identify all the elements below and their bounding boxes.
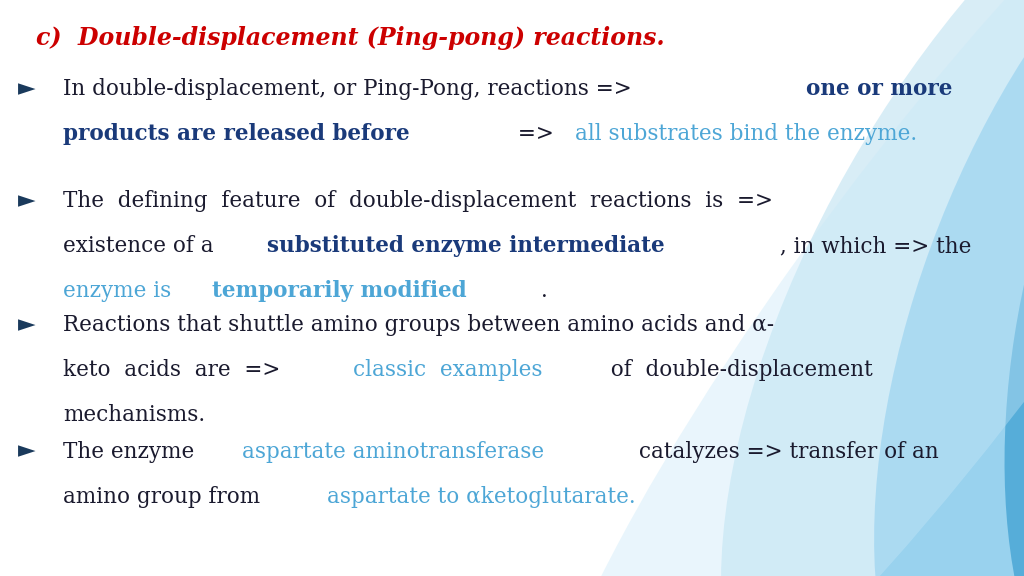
Text: In double-displacement, or Ping-Pong, reactions =>: In double-displacement, or Ping-Pong, re…	[63, 78, 639, 100]
Text: ►: ►	[18, 441, 36, 463]
Text: ►: ►	[18, 78, 36, 100]
Text: The  defining  feature  of  double-displacement  reactions  is  =>: The defining feature of double-displacem…	[63, 190, 773, 212]
Text: one or more: one or more	[806, 78, 952, 100]
Text: products are released before: products are released before	[63, 123, 411, 145]
Text: The enzyme: The enzyme	[63, 441, 202, 463]
Text: amino group from: amino group from	[63, 486, 267, 507]
Text: mechanisms.: mechanisms.	[63, 404, 206, 426]
Text: of  double-displacement: of double-displacement	[597, 359, 873, 381]
Text: enzyme is: enzyme is	[63, 280, 178, 302]
Text: existence of a: existence of a	[63, 235, 221, 257]
Text: keto  acids  are  =>: keto acids are =>	[63, 359, 288, 381]
Text: substituted enzyme intermediate: substituted enzyme intermediate	[266, 235, 665, 257]
Text: classic  examples: classic examples	[353, 359, 543, 381]
Text: all substrates bind the enzyme.: all substrates bind the enzyme.	[574, 123, 918, 145]
Text: .: .	[541, 280, 548, 302]
Text: aspartate to αketoglutarate.: aspartate to αketoglutarate.	[327, 486, 635, 507]
Ellipse shape	[874, 0, 1024, 576]
Ellipse shape	[721, 0, 1024, 576]
Ellipse shape	[1005, 0, 1024, 576]
Text: c)  Double-displacement (Ping-pong) reactions.: c) Double-displacement (Ping-pong) react…	[36, 26, 665, 50]
Text: =>: =>	[511, 123, 560, 145]
Ellipse shape	[532, 0, 1024, 576]
Text: aspartate aminotransferase: aspartate aminotransferase	[242, 441, 544, 463]
Text: , in which => the: , in which => the	[780, 235, 971, 257]
Text: ►: ►	[18, 190, 36, 212]
Text: ►: ►	[18, 314, 36, 336]
Text: Reactions that shuttle amino groups between amino acids and α-: Reactions that shuttle amino groups betw…	[63, 314, 774, 336]
Text: temporarily modified: temporarily modified	[212, 280, 467, 302]
Text: catalyzes => transfer of an: catalyzes => transfer of an	[632, 441, 938, 463]
